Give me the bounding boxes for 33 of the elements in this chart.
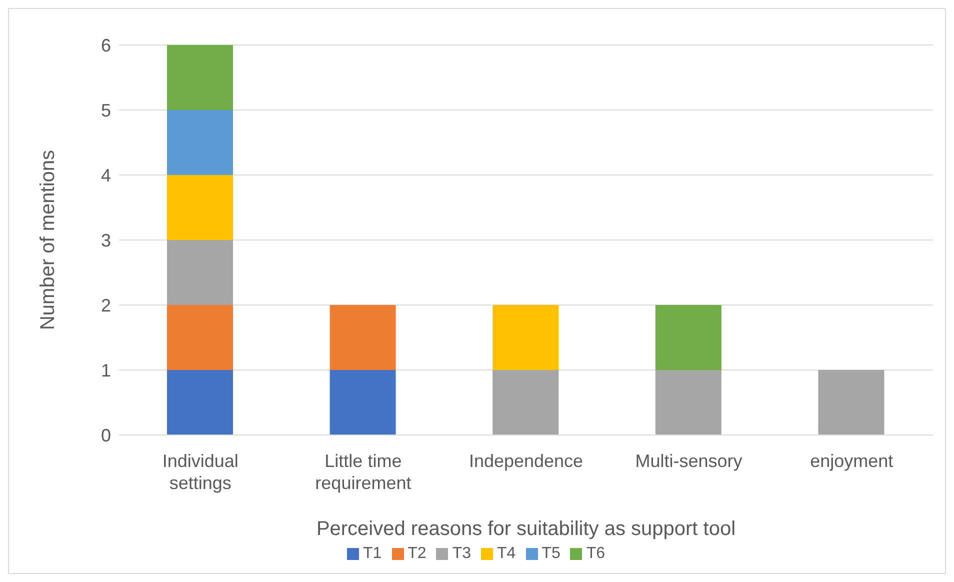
bar	[492, 370, 559, 435]
y-axis-title: Number of mentions	[37, 150, 60, 330]
bar	[167, 175, 233, 240]
bar	[167, 240, 233, 305]
legend-label: T3	[452, 545, 471, 562]
bar	[655, 370, 722, 435]
legend-label: T6	[586, 545, 606, 562]
legend-label: T4	[497, 545, 516, 562]
y-tick-label: 6	[100, 35, 111, 56]
y-tick-label: 4	[100, 165, 111, 186]
bar	[167, 370, 233, 435]
legend-label: T2	[408, 545, 426, 562]
x-tick-label: enjoyment	[810, 451, 894, 471]
x-axis-title: Perceived reasons for suitability as support tool	[316, 518, 736, 540]
x-tick-label: Multi-sensory	[635, 451, 742, 471]
bar	[330, 305, 396, 370]
legend-label: T5	[542, 545, 560, 562]
bar	[167, 110, 233, 175]
y-tick-label: 1	[100, 360, 111, 380]
x-tick-label: Little time requirement	[315, 451, 412, 493]
y-tick-label: 5	[100, 100, 111, 120]
bar	[167, 305, 233, 370]
legend-label: T1	[362, 545, 382, 562]
bar	[167, 45, 233, 110]
bar	[655, 305, 722, 370]
y-tick-label: 2	[100, 295, 111, 316]
bar	[492, 305, 559, 370]
bar	[330, 370, 396, 435]
bar	[818, 370, 884, 435]
y-tick-label: 3	[100, 230, 111, 250]
x-tick-label: Individual settings	[162, 451, 238, 493]
y-tick-label: 0	[100, 425, 111, 446]
x-tick-label: Independence	[468, 451, 584, 471]
